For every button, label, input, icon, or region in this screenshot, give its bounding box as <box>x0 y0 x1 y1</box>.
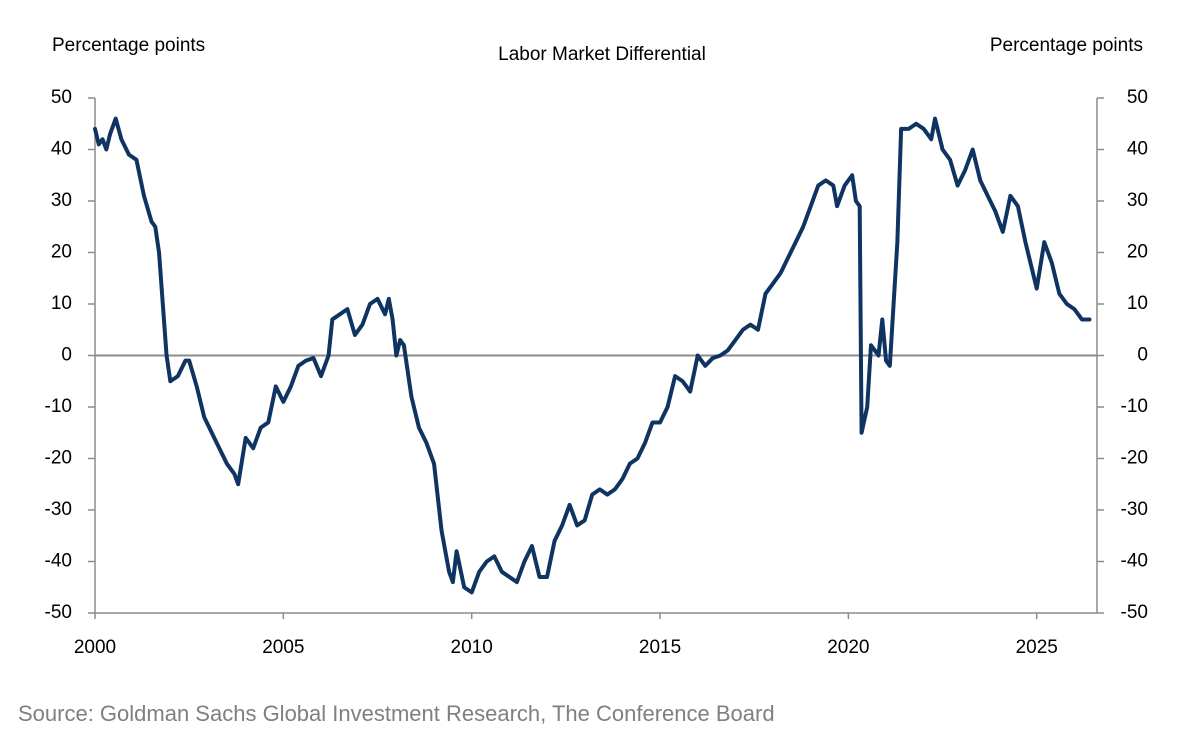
y-tick-label: 10 <box>51 293 72 314</box>
x-tick-label: 2020 <box>827 637 869 658</box>
x-tick-label: 2015 <box>639 637 681 658</box>
source-note: Source: Goldman Sachs Global Investment … <box>18 701 775 726</box>
y2-tick-label: 30 <box>1127 190 1148 211</box>
data-line <box>93 116 1092 595</box>
y-tick-label: -40 <box>45 551 72 572</box>
y-tick-label: 40 <box>51 139 72 160</box>
y-tick-label: -20 <box>45 448 72 469</box>
y-tick-label: 0 <box>61 345 72 366</box>
y-tick-label: 30 <box>51 190 72 211</box>
y-tick-label: 50 <box>51 87 72 108</box>
y2-tick-label: 0 <box>1137 345 1148 366</box>
y2-tick-label: -10 <box>1121 396 1148 417</box>
y-axis-label: Percentage points <box>52 35 205 56</box>
y2-tick-label: -30 <box>1121 499 1148 520</box>
y-tick-label: -50 <box>45 602 72 623</box>
y2-tick-label: -40 <box>1121 551 1148 572</box>
y2-axis-label: Percentage points <box>990 35 1143 56</box>
x-tick-label: 2025 <box>1016 637 1058 658</box>
x-tick-label: 2000 <box>74 637 116 658</box>
y2-tick-label: 40 <box>1127 139 1148 160</box>
y2-tick-label: -20 <box>1121 448 1148 469</box>
y2-tick-label: 10 <box>1127 293 1148 314</box>
chart-title: Labor Market Differential <box>498 44 706 65</box>
x-tick-label: 2010 <box>451 637 493 658</box>
y2-tick-label: -50 <box>1121 602 1148 623</box>
y2-tick-label: 20 <box>1127 242 1148 263</box>
y-tick-label: -10 <box>45 396 72 417</box>
y2-tick-label: 50 <box>1127 87 1148 108</box>
y-tick-label: -30 <box>45 499 72 520</box>
x-tick-label: 2005 <box>262 637 304 658</box>
y-tick-label: 20 <box>51 242 72 263</box>
